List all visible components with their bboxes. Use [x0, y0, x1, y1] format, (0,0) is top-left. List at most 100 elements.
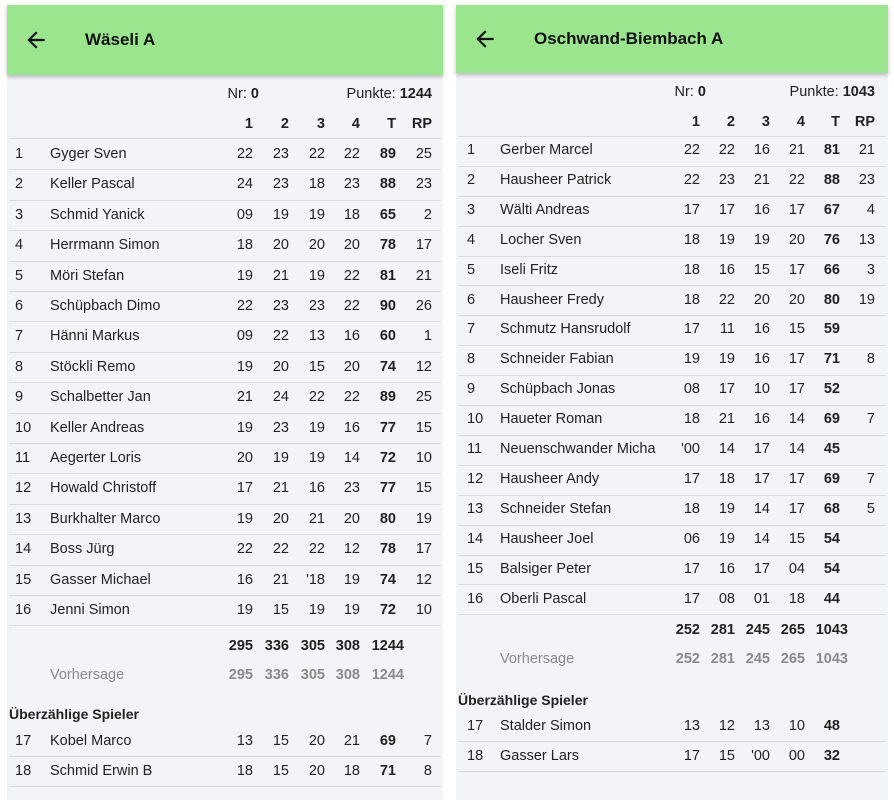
- player-row[interactable]: 7 Schmutz Hansrudolf 17 11 16 15 59: [458, 315, 886, 347]
- player-name: Locher Sven: [500, 231, 582, 248]
- player-name: Kobel Marco: [50, 733, 132, 749]
- player-row[interactable]: 8 Stöckli Remo 19 20 15 20 74 12: [9, 352, 441, 384]
- player-number: 13: [467, 500, 484, 517]
- player-row[interactable]: 5 Möri Stefan 19 21 19 22 81 21: [9, 261, 441, 292]
- player-row[interactable]: 4 Locher Sven 18 19 19 20 76 13: [458, 226, 886, 257]
- round-total-2: 281: [710, 622, 735, 638]
- score-round-3: 20: [753, 291, 770, 308]
- player-row[interactable]: 1 Gerber Marcel 22 22 16 21 81 21: [458, 136, 886, 167]
- score-round-2: 15: [718, 748, 735, 764]
- score-round-1: 18: [683, 500, 700, 517]
- score-round-2: 21: [272, 571, 289, 588]
- score-round-1: 18: [236, 763, 253, 779]
- score-round-1: 19: [236, 358, 253, 375]
- player-total: 52: [823, 381, 840, 398]
- player-number: 10: [15, 419, 32, 436]
- player-row[interactable]: 12 Howald Christoff 17 21 16 23 77 15: [9, 473, 441, 505]
- player-row[interactable]: 2 Hausheer Patrick 22 23 21 22 88 23: [458, 166, 886, 197]
- round-total-4: 265: [780, 622, 805, 638]
- punkte-label: Punkte:: [789, 84, 839, 100]
- player-row[interactable]: 4 Herrmann Simon 18 20 20 20 78 17: [9, 230, 441, 262]
- player-total: 89: [379, 389, 396, 406]
- score-round-4: 21: [343, 733, 360, 749]
- score-round-2: 15: [272, 763, 289, 779]
- player-name: Schalbetter Jan: [50, 389, 151, 406]
- score-round-4: 17: [788, 500, 805, 517]
- score-round-4: 18: [343, 763, 360, 779]
- player-rp: 19: [415, 510, 432, 527]
- player-row[interactable]: 14 Boss Jürg 22 22 22 12 78 17: [9, 534, 441, 566]
- player-row[interactable]: 11 Neuenschwander Micha '00 14 17 14 45: [458, 435, 886, 466]
- player-name: Howald Christoff: [50, 480, 157, 497]
- player-name: Schüpbach Jonas: [500, 381, 616, 398]
- player-row[interactable]: 7 Hänni Markus 09 22 13 16 60 1: [9, 321, 441, 353]
- score-round-2: 16: [718, 261, 735, 278]
- player-row[interactable]: 15 Gasser Michael 16 21 '18 19 74 12: [9, 565, 441, 596]
- app-bar: Oschwand-Biembach A: [456, 5, 888, 73]
- column-header-2: 2: [726, 114, 735, 130]
- forecast-round-4: 308: [335, 667, 360, 683]
- score-round-1: 17: [683, 560, 700, 577]
- player-row[interactable]: 1 Gyger Sven 22 23 22 22 89 25: [9, 139, 441, 171]
- score-round-3: '18: [306, 571, 325, 588]
- forecast-round-4: 265: [780, 651, 805, 667]
- back-button[interactable]: [472, 26, 498, 52]
- player-row[interactable]: 14 Hausheer Joel 06 19 14 15 54: [458, 525, 886, 556]
- player-name: Neuenschwander Micha: [500, 441, 656, 457]
- player-name: Hausheer Patrick: [500, 171, 612, 188]
- score-round-2: 14: [718, 441, 735, 457]
- player-row[interactable]: 11 Aegerter Loris 20 19 19 14 72 10: [9, 443, 441, 475]
- player-row[interactable]: 9 Schalbetter Jan 21 24 22 22 89 25: [9, 382, 441, 414]
- score-round-3: 13: [753, 718, 770, 734]
- score-round-1: 17: [683, 201, 700, 218]
- player-row[interactable]: 2 Keller Pascal 24 23 18 23 88 23: [9, 169, 441, 201]
- player-total: 80: [823, 291, 840, 308]
- score-round-1: 09: [236, 206, 253, 223]
- score-round-3: 22: [308, 541, 325, 558]
- score-round-1: 18: [683, 261, 700, 278]
- player-row[interactable]: 10 Keller Andreas 19 23 19 16 77 15: [9, 413, 441, 444]
- player-row[interactable]: 13 Schneider Stefan 18 19 14 17 68 5: [458, 495, 886, 526]
- player-name: Herrmann Simon: [50, 237, 160, 254]
- score-round-2: 19: [718, 231, 735, 248]
- score-round-2: 15: [272, 733, 289, 749]
- score-round-1: 19: [236, 267, 253, 284]
- score-round-1: 08: [683, 381, 700, 398]
- player-total: 54: [823, 560, 840, 577]
- player-row[interactable]: 10 Haueter Roman 18 21 16 14 69 7: [458, 405, 886, 436]
- player-row[interactable]: 8 Schneider Fabian 19 19 16 17 71 8: [458, 345, 886, 377]
- round-total-3: 245: [745, 622, 770, 638]
- player-row[interactable]: 3 Wälti Andreas 17 17 16 17 67 4: [458, 196, 886, 227]
- player-row[interactable]: 15 Balsiger Peter 17 16 17 04 54: [458, 555, 886, 586]
- player-number: 11: [467, 441, 483, 457]
- score-round-4: 20: [343, 358, 360, 375]
- player-number: 11: [15, 450, 31, 466]
- player-row[interactable]: 12 Hausheer Andy 17 18 17 17 69 7: [458, 465, 886, 496]
- player-row[interactable]: 13 Burkhalter Marco 19 20 21 20 80 19: [9, 504, 441, 536]
- player-row[interactable]: 18 Schmid Erwin B 18 15 20 18 71 8: [9, 756, 441, 787]
- app-bar: Wäseli A: [7, 5, 443, 75]
- player-rp: 10: [415, 602, 432, 618]
- score-round-2: 21: [272, 480, 289, 497]
- column-header-rp: RP: [411, 116, 432, 132]
- player-row[interactable]: 5 Iseli Fritz 18 16 15 17 66 3: [458, 256, 886, 287]
- player-rp: 25: [415, 146, 432, 162]
- player-row[interactable]: 3 Schmid Yanick 09 19 19 18 65 2: [9, 200, 441, 232]
- player-total: 74: [379, 571, 396, 588]
- score-round-2: 17: [718, 201, 735, 218]
- column-header-1: 1: [691, 114, 700, 130]
- player-row[interactable]: 6 Hausheer Fredy 18 22 20 20 80 19: [458, 286, 886, 317]
- player-number: 15: [467, 560, 484, 577]
- player-row[interactable]: 9 Schüpbach Jonas 08 17 10 17 52: [458, 375, 886, 407]
- score-round-2: 22: [718, 142, 735, 158]
- player-row[interactable]: 6 Schüpbach Dimo 22 23 23 22 90 26: [9, 291, 441, 323]
- player-row[interactable]: 16 Oberli Pascal 17 08 01 18 44: [458, 585, 886, 616]
- player-total: 81: [823, 142, 840, 158]
- score-round-4: 23: [343, 480, 360, 497]
- player-row[interactable]: 17 Stalder Simon 13 12 13 10 48: [458, 711, 886, 742]
- player-row[interactable]: 18 Gasser Lars 17 15 '00 00 32: [458, 741, 886, 772]
- player-row[interactable]: 16 Jenni Simon 19 15 19 19 72 10: [9, 595, 441, 627]
- back-button[interactable]: [23, 27, 49, 53]
- nr-value: 0: [697, 84, 706, 100]
- player-row[interactable]: 17 Kobel Marco 13 15 20 21 69 7: [9, 726, 441, 757]
